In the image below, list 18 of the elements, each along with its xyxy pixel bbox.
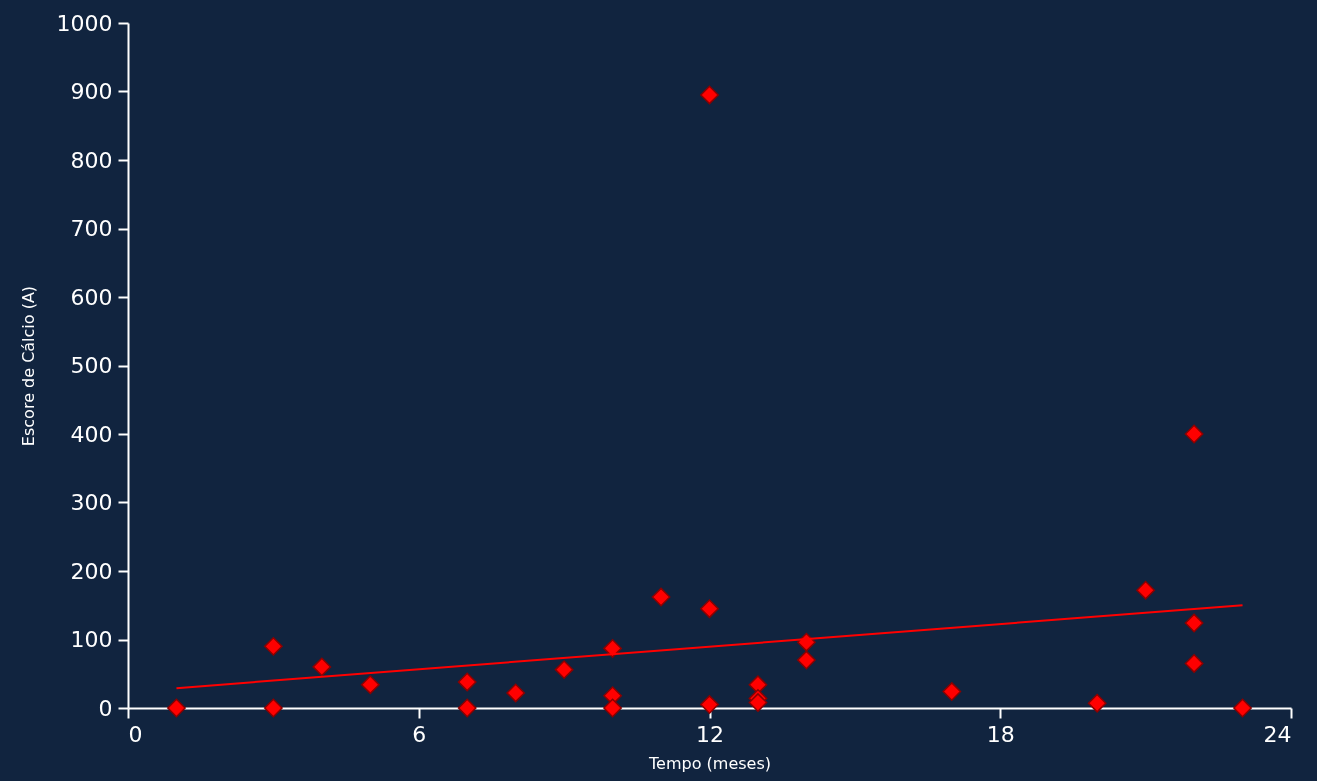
y-tick-label: 700 — [70, 216, 113, 241]
x-axis-title: Tempo (meses) — [648, 753, 771, 773]
y-axis-title: Escore de Cálcio (A) — [18, 285, 38, 447]
y-tick-label: 800 — [70, 147, 113, 173]
x-tick-label: 12 — [696, 721, 724, 747]
y-tick-label: 500 — [70, 353, 113, 378]
y-tick-label: 400 — [70, 421, 113, 447]
y-tick-label: 1000 — [56, 10, 113, 36]
y-tick-label: 900 — [70, 79, 113, 104]
y-tick-label: 600 — [70, 284, 113, 310]
x-tick-label: 0 — [128, 721, 143, 747]
y-tick-label: 0 — [98, 695, 113, 721]
x-tick-label: 6 — [412, 721, 427, 747]
x-tick-label: 24 — [1263, 721, 1292, 747]
y-tick-label: 200 — [70, 558, 113, 584]
y-tick-label: 300 — [70, 490, 113, 515]
x-tick-label: 18 — [986, 721, 1015, 747]
y-tick-label: 100 — [70, 627, 113, 652]
